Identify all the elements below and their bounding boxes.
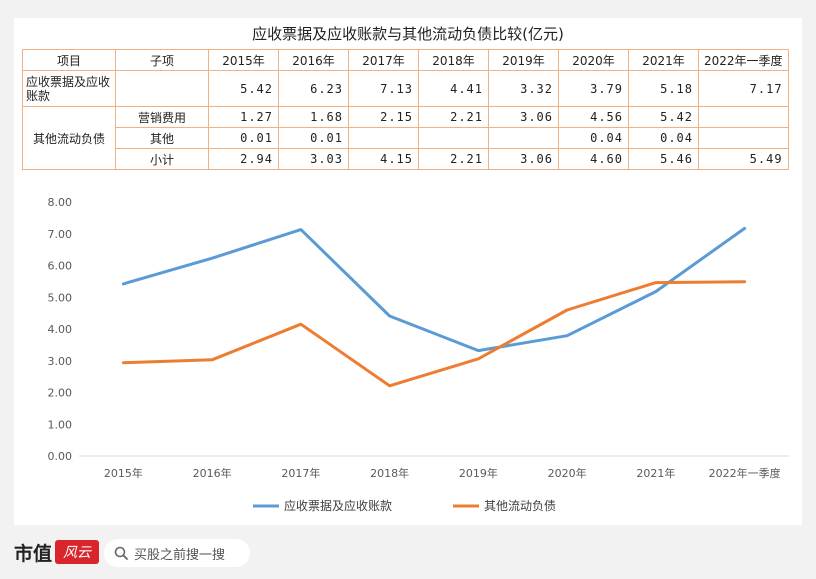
value-cell: 7.13 [348, 70, 419, 107]
x-tick-label: 2019年 [459, 466, 498, 480]
table-title: 应收票据及应收账款与其他流动负债比较(亿元) [252, 25, 564, 43]
series-line-2 [121, 280, 747, 388]
x-tick-label: 2015年 [104, 466, 143, 480]
value-cell: 3.79 [558, 70, 629, 107]
sub-cell: 其他 [115, 127, 209, 149]
item-cell: 应收票据及应收账款 [22, 70, 116, 107]
y-tick-label: 2.00 [48, 387, 73, 400]
line-chart: 0.00 1.00 2.00 3.00 4.00 5.00 6.00 7.00 8.00 2015… [48, 196, 789, 513]
header-cell: 2015年 [208, 49, 279, 71]
header-cell: 2020年 [558, 49, 629, 71]
value-cell: 4.41 [418, 70, 489, 107]
x-tick-label: 2022年一季度 [709, 466, 781, 480]
x-tick-label: 2017年 [281, 466, 320, 480]
x-tick-label: 2016年 [193, 466, 232, 480]
y-tick-label: 1.00 [48, 418, 73, 431]
value-cell: 4.60 [558, 148, 629, 170]
chart-card: 应收票据及应收账款与其他流动负债比较(亿元) 项目 子项 2015年 2016年… [14, 18, 802, 525]
value-cell: 4.15 [348, 148, 419, 170]
table-row: 小计 2.94 3.03 4.15 2.21 3.06 4.60 5.46 5.… [23, 148, 789, 170]
value-cell: 1.68 [278, 106, 349, 128]
y-tick-label: 8.00 [48, 196, 73, 209]
brand-name: 市值 [14, 542, 53, 565]
header-cell: 2021年 [628, 49, 699, 71]
value-cell: 5.18 [628, 70, 699, 107]
search-placeholder: 买股之前搜一搜 [134, 547, 226, 563]
value-cell: 3.32 [488, 70, 559, 107]
brand-logo-badge: 风云 [55, 540, 100, 564]
comparison-table: 项目 子项 2015年 2016年 2017年 2018年 2019年 2020… [22, 49, 789, 170]
y-tick-label: 5.00 [48, 291, 73, 304]
value-cell: 5.46 [628, 148, 699, 170]
value-cell: 0.01 [208, 127, 279, 149]
value-cell: 3.06 [488, 148, 559, 170]
table-row: 其他流动负债 营销费用 1.27 1.68 2.15 2.21 3.06 4.5… [22, 106, 789, 170]
y-tick-label: 0.00 [48, 450, 73, 463]
table-row: 其他 0.01 0.01 0.04 0.04 [23, 127, 789, 149]
y-tick-label: 3.00 [48, 355, 73, 368]
value-cell: 0.04 [558, 127, 629, 149]
footer-bar: 市值 风云 买股之前搜一搜 [0, 525, 816, 579]
x-tick-label: 2021年 [636, 466, 675, 480]
y-tick-label: 4.00 [48, 323, 73, 336]
table-header-row: 项目 子项 2015年 2016年 2017年 2018年 2019年 2020… [22, 49, 789, 71]
group-label-cell: 其他流动负债 [22, 106, 116, 170]
y-tick-label: 7.00 [48, 228, 73, 241]
series-line-1 [121, 226, 747, 353]
value-cell: 2.94 [208, 148, 279, 170]
y-tick-label: 6.00 [48, 260, 73, 273]
value-cell: 3.03 [278, 148, 349, 170]
value-cell: 2.21 [418, 148, 489, 170]
value-cell: 6.23 [278, 70, 349, 107]
search-icon [114, 546, 128, 560]
x-tick-label: 2020年 [548, 466, 587, 480]
sub-cell [115, 70, 209, 107]
header-cell: 子项 [115, 49, 209, 71]
legend-label-2: 其他流动负债 [484, 499, 556, 513]
legend-label-1: 应收票据及应收账款 [284, 498, 392, 513]
x-tick-label: 2018年 [370, 466, 409, 480]
value-cell: 5.49 [698, 148, 789, 170]
header-cell: 2022年一季度 [698, 49, 789, 71]
search-box[interactable]: 买股之前搜一搜 [104, 539, 250, 567]
header-cell: 2018年 [418, 49, 489, 71]
brand-logo-group: 市值 风云 [14, 539, 100, 565]
